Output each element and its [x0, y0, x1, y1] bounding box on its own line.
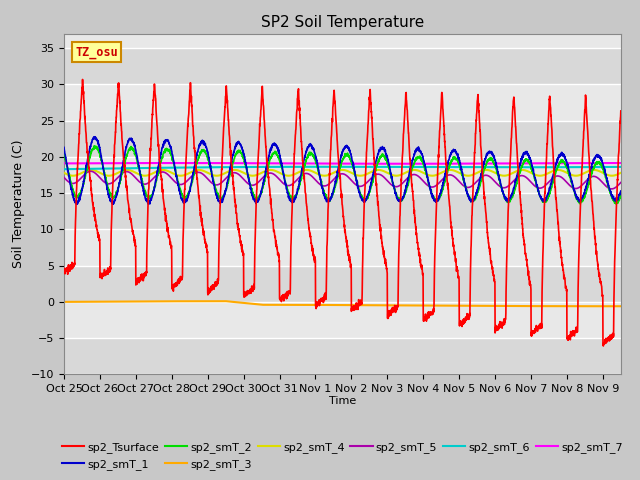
sp2_smT_1	[145, 201, 152, 207]
sp2_Tsurface	[298, 146, 306, 152]
sp2_Tsurface	[600, 343, 607, 349]
sp2_smT_2	[617, 193, 625, 199]
Line: sp2_smT_2: sp2_smT_2	[64, 146, 621, 204]
sp2_Tsurface	[606, 332, 614, 338]
sp2_smT_1	[91, 134, 99, 140]
sp2_smT_7	[274, 160, 282, 166]
sp2_smT_4	[298, 168, 306, 174]
sp2_smT_7	[173, 160, 180, 166]
sp2_smT_6	[298, 164, 305, 170]
sp2_Tsurface	[60, 267, 68, 273]
sp2_smT_4	[157, 167, 164, 173]
sp2_smT_6	[124, 165, 131, 171]
Line: sp2_smT_7: sp2_smT_7	[64, 163, 621, 164]
sp2_smT_1	[606, 189, 614, 194]
sp2_smT_3	[298, 302, 306, 308]
sp2_smT_6	[60, 166, 68, 172]
sp2_smT_5	[124, 169, 132, 175]
sp2_smT_7	[60, 160, 68, 166]
Y-axis label: Soil Temperature (C): Soil Temperature (C)	[12, 140, 26, 268]
sp2_smT_4	[606, 173, 614, 179]
sp2_smT_3	[274, 302, 282, 308]
sp2_smT_5	[86, 168, 94, 174]
Title: SP2 Soil Temperature: SP2 Soil Temperature	[260, 15, 424, 30]
sp2_smT_5	[617, 180, 625, 185]
sp2_smT_4	[547, 169, 554, 175]
Line: sp2_smT_5: sp2_smT_5	[64, 171, 621, 189]
sp2_smT_3	[221, 298, 229, 304]
sp2_smT_7	[397, 161, 404, 167]
sp2_smT_3	[617, 303, 625, 309]
sp2_smT_4	[124, 167, 132, 173]
sp2_smT_4	[274, 169, 282, 175]
sp2_smT_1	[617, 188, 625, 194]
Line: sp2_smT_3: sp2_smT_3	[64, 301, 621, 306]
sp2_smT_3	[157, 299, 164, 304]
Text: TZ_osu: TZ_osu	[75, 46, 118, 59]
sp2_smT_5	[157, 169, 164, 175]
Line: sp2_smT_6: sp2_smT_6	[64, 167, 621, 169]
sp2_smT_3	[60, 299, 68, 305]
sp2_smT_2	[90, 143, 98, 149]
Legend: sp2_Tsurface, sp2_smT_1, sp2_smT_2, sp2_smT_3, sp2_smT_4, sp2_smT_5, sp2_smT_6, : sp2_Tsurface, sp2_smT_1, sp2_smT_2, sp2_…	[58, 438, 627, 474]
sp2_smT_4	[617, 170, 625, 176]
Bar	[64, 265, 621, 302]
sp2_smT_6	[617, 164, 625, 170]
sp2_smT_2	[546, 190, 554, 195]
sp2_smT_2	[298, 173, 306, 179]
sp2_smT_7	[157, 160, 164, 166]
sp2_smT_1	[298, 167, 306, 173]
sp2_smT_3	[606, 303, 614, 309]
sp2_smT_5	[608, 186, 616, 192]
sp2_smT_5	[274, 175, 282, 180]
Line: sp2_Tsurface: sp2_Tsurface	[64, 80, 621, 346]
sp2_Tsurface	[157, 170, 164, 176]
sp2_smT_3	[599, 303, 607, 309]
sp2_smT_2	[157, 159, 164, 165]
sp2_smT_3	[546, 303, 554, 309]
sp2_smT_1	[547, 184, 554, 190]
sp2_smT_7	[547, 160, 554, 166]
sp2_smT_1	[60, 144, 68, 150]
sp2_Tsurface	[124, 197, 132, 203]
Bar	[64, 48, 621, 84]
sp2_smT_6	[606, 164, 614, 170]
sp2_smT_4	[60, 170, 68, 176]
X-axis label: Time: Time	[329, 396, 356, 406]
Line: sp2_smT_4: sp2_smT_4	[64, 170, 621, 176]
sp2_smT_2	[606, 191, 614, 196]
sp2_Tsurface	[79, 77, 86, 83]
sp2_smT_2	[274, 153, 282, 159]
sp2_smT_7	[617, 160, 625, 166]
sp2_Tsurface	[617, 108, 625, 114]
sp2_smT_1	[124, 140, 132, 146]
sp2_smT_7	[298, 161, 306, 167]
sp2_Tsurface	[274, 252, 282, 258]
sp2_smT_1	[157, 151, 164, 157]
sp2_smT_4	[303, 167, 310, 173]
sp2_smT_2	[124, 151, 132, 156]
sp2_smT_7	[606, 160, 614, 166]
Line: sp2_smT_1: sp2_smT_1	[64, 137, 621, 204]
sp2_smT_5	[298, 172, 306, 178]
Bar	[64, 120, 621, 157]
sp2_smT_5	[606, 186, 614, 192]
sp2_smT_5	[60, 175, 68, 180]
sp2_smT_3	[124, 299, 131, 304]
sp2_smT_2	[577, 201, 584, 207]
sp2_smT_7	[124, 160, 131, 166]
sp2_smT_6	[546, 164, 554, 170]
sp2_smT_4	[105, 173, 113, 179]
sp2_smT_6	[274, 164, 282, 170]
sp2_smT_1	[274, 147, 282, 153]
Bar	[64, 193, 621, 229]
sp2_smT_2	[60, 150, 68, 156]
sp2_smT_6	[157, 165, 164, 171]
Bar	[64, 338, 621, 374]
sp2_Tsurface	[546, 102, 554, 108]
sp2_smT_5	[546, 178, 554, 183]
sp2_smT_6	[319, 164, 326, 169]
